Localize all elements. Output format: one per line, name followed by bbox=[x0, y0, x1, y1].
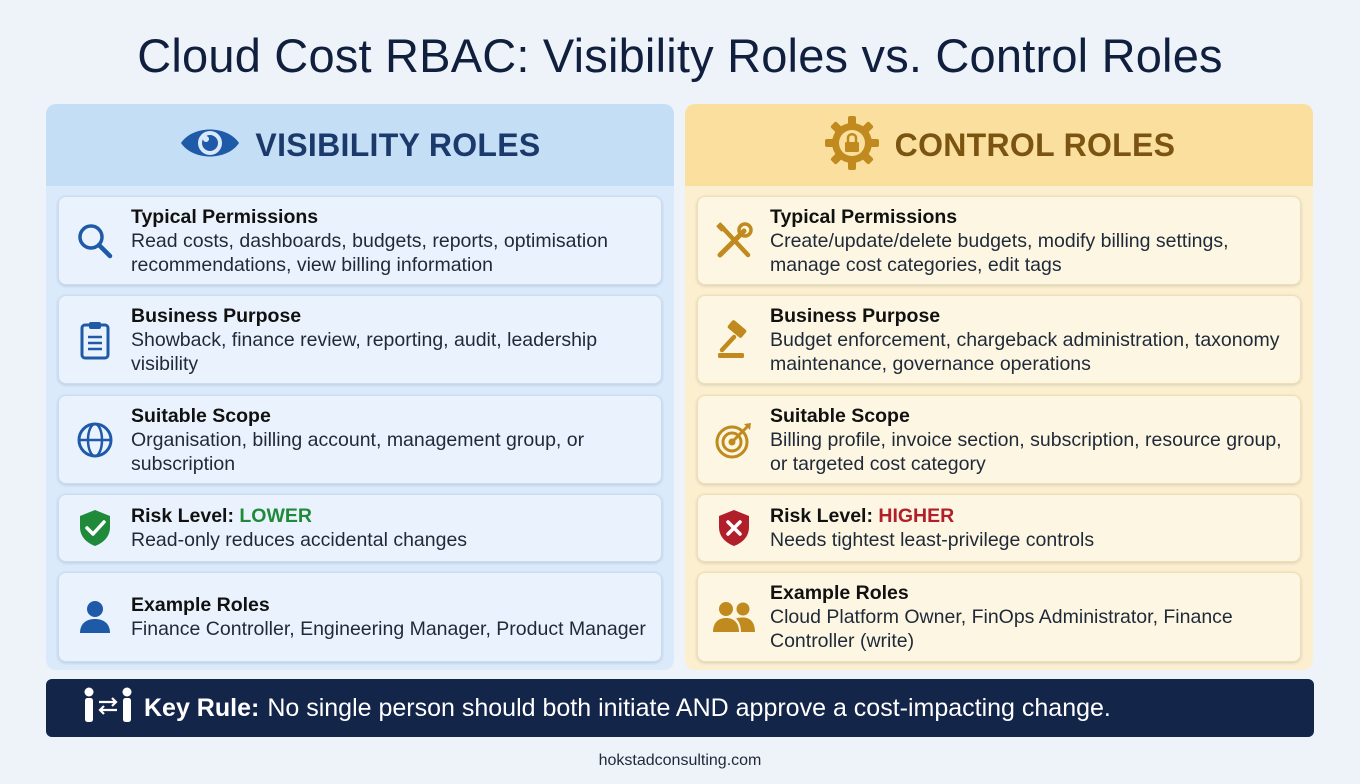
risk-level-badge: HIGHER bbox=[878, 505, 955, 527]
footer-website: hokstadconsulting.com bbox=[598, 752, 762, 769]
card-title: Risk Level: bbox=[131, 505, 240, 527]
card-body: Budget enforcement, chargeback administr… bbox=[770, 328, 1280, 375]
shield-x-icon bbox=[698, 508, 770, 548]
card-title: Suitable Scope bbox=[770, 404, 910, 427]
visibility-card-permissions: Typical Permissions Read costs, dashboar… bbox=[58, 196, 662, 285]
search-icon bbox=[59, 222, 131, 260]
page-title: Cloud Cost RBAC: Visibility Roles vs. Co… bbox=[137, 29, 1223, 82]
eye-icon bbox=[179, 123, 241, 168]
card-title: Risk Level: bbox=[770, 505, 879, 527]
visibility-roles-panel: VISIBILITY ROLES Typical Permissions Rea… bbox=[46, 104, 674, 670]
clipboard-icon bbox=[59, 320, 131, 360]
card-title: Typical Permissions bbox=[770, 205, 958, 228]
globe-icon bbox=[59, 421, 131, 459]
key-rule-text: No single person should both initiate AN… bbox=[267, 693, 1111, 722]
card-title: Business Purpose bbox=[131, 304, 302, 327]
card-body: Needs tightest least-privilege controls bbox=[770, 529, 1095, 551]
card-body: Create/update/delete budgets, modify bil… bbox=[770, 229, 1229, 276]
key-rule-banner: Key Rule: No single person should both i… bbox=[46, 679, 1314, 737]
card-body: Read-only reduces accidental changes bbox=[131, 529, 468, 551]
control-card-permissions: Typical Permissions Create/update/delete… bbox=[697, 196, 1301, 285]
card-title: Example Roles bbox=[770, 582, 909, 604]
users-icon bbox=[698, 600, 770, 634]
control-roles-panel: CONTROL ROLES Typical Permissions Create… bbox=[685, 104, 1313, 670]
visibility-panel-header: VISIBILITY ROLES bbox=[46, 104, 674, 186]
control-card-scope: Suitable Scope Billing profile, invoice … bbox=[697, 395, 1301, 484]
card-body: Finance Controller, Engineering Manager,… bbox=[131, 618, 646, 640]
separation-of-duties-icon bbox=[82, 686, 134, 731]
card-title: Business Purpose bbox=[770, 304, 941, 327]
control-card-purpose: Business Purpose Budget enforcement, cha… bbox=[697, 295, 1301, 384]
key-rule-label: Key Rule: bbox=[144, 693, 260, 722]
target-icon bbox=[698, 420, 770, 460]
visibility-card-risk: Risk Level: LOWER Read-only reduces acci… bbox=[58, 494, 662, 562]
card-title: Suitable Scope bbox=[131, 404, 271, 427]
risk-level-badge: LOWER bbox=[239, 505, 312, 527]
visibility-card-purpose: Business Purpose Showback, finance revie… bbox=[58, 295, 662, 384]
shield-check-icon bbox=[59, 508, 131, 548]
control-card-examples: Example Roles Cloud Platform Owner, FinO… bbox=[697, 572, 1301, 662]
card-title: Typical Permissions bbox=[131, 205, 319, 228]
card-body: Billing profile, invoice section, subscr… bbox=[770, 428, 1282, 475]
card-body: Organisation, billing account, managemen… bbox=[131, 428, 585, 475]
control-panel-header: CONTROL ROLES bbox=[685, 104, 1313, 186]
card-body: Showback, finance review, reporting, aud… bbox=[131, 328, 598, 375]
visibility-card-scope: Suitable Scope Organisation, billing acc… bbox=[58, 395, 662, 484]
gear-lock-icon bbox=[823, 114, 881, 177]
gavel-icon bbox=[698, 319, 770, 360]
card-title: Example Roles bbox=[131, 594, 270, 616]
tools-icon bbox=[698, 221, 770, 261]
visibility-panel-title: VISIBILITY ROLES bbox=[255, 126, 541, 163]
control-panel-title: CONTROL ROLES bbox=[894, 126, 1176, 163]
user-icon bbox=[59, 599, 131, 635]
visibility-card-examples: Example Roles Finance Controller, Engine… bbox=[58, 572, 662, 662]
card-body: Cloud Platform Owner, FinOps Administrat… bbox=[770, 606, 1233, 652]
card-body: Read costs, dashboards, budgets, reports… bbox=[131, 229, 608, 276]
control-card-risk: Risk Level: HIGHER Needs tightest least-… bbox=[697, 494, 1301, 562]
